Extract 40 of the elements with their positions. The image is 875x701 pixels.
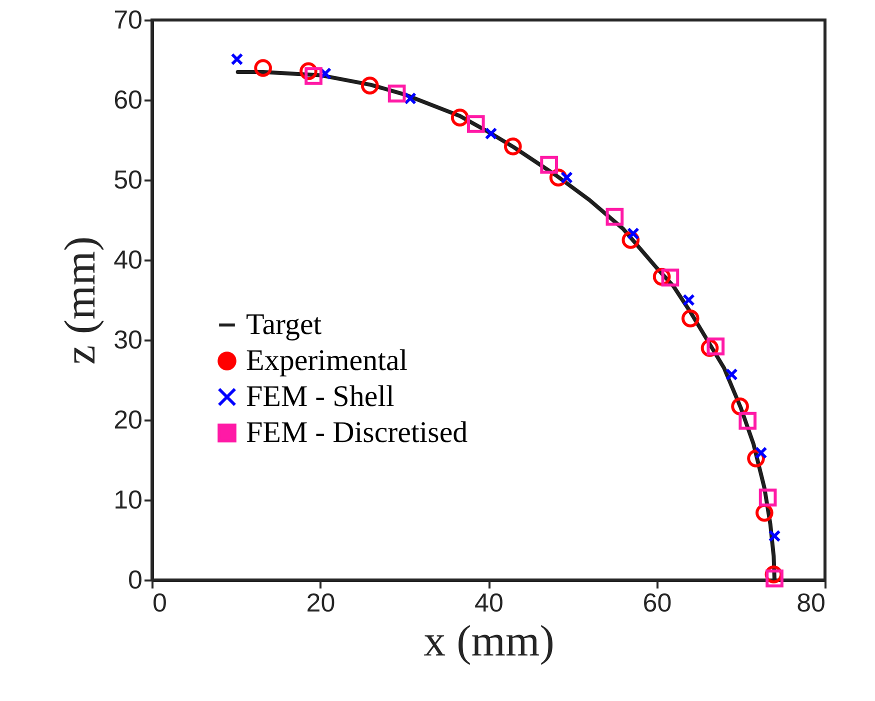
legend-label: Target (246, 308, 322, 341)
point (230, 52, 244, 66)
point (404, 92, 417, 105)
legend-label: FEM - Discretised (246, 416, 468, 449)
x-tick-label: 60 (642, 588, 672, 618)
legend-label: Experimental (246, 344, 408, 377)
point (725, 368, 738, 381)
y-axis-title: z (mm) (56, 236, 105, 365)
point (466, 115, 485, 133)
point (484, 127, 498, 140)
point (766, 569, 784, 588)
point (304, 67, 322, 85)
y-tick-label: 10 (114, 484, 142, 514)
point (681, 310, 700, 328)
y-tick-label: 30 (114, 324, 142, 354)
point (661, 268, 680, 287)
point (768, 530, 781, 542)
x-tick-label: 40 (474, 588, 504, 618)
point (682, 294, 695, 306)
point (706, 337, 725, 356)
x-axis-title: x (mm) (424, 616, 554, 666)
y-tick-label: 70 (114, 4, 142, 34)
y-tick-label: 0 (128, 564, 142, 594)
point (738, 412, 757, 430)
point (360, 76, 379, 94)
x-tick-label: 20 (306, 588, 336, 618)
x-tick-label: 80 (796, 588, 826, 618)
point (254, 59, 272, 77)
point (758, 488, 777, 507)
point (606, 208, 624, 226)
point (560, 171, 573, 184)
y-tick-label: 40 (114, 244, 142, 274)
point (540, 156, 558, 174)
y-tick-label: 60 (114, 84, 142, 114)
legend-label: FEM - Shell (246, 380, 394, 413)
y-tick-label: 20 (114, 404, 142, 434)
point (504, 138, 522, 156)
y-tick-label: 50 (114, 164, 142, 194)
point (388, 84, 406, 103)
x-tick-label: 0 (152, 588, 167, 618)
